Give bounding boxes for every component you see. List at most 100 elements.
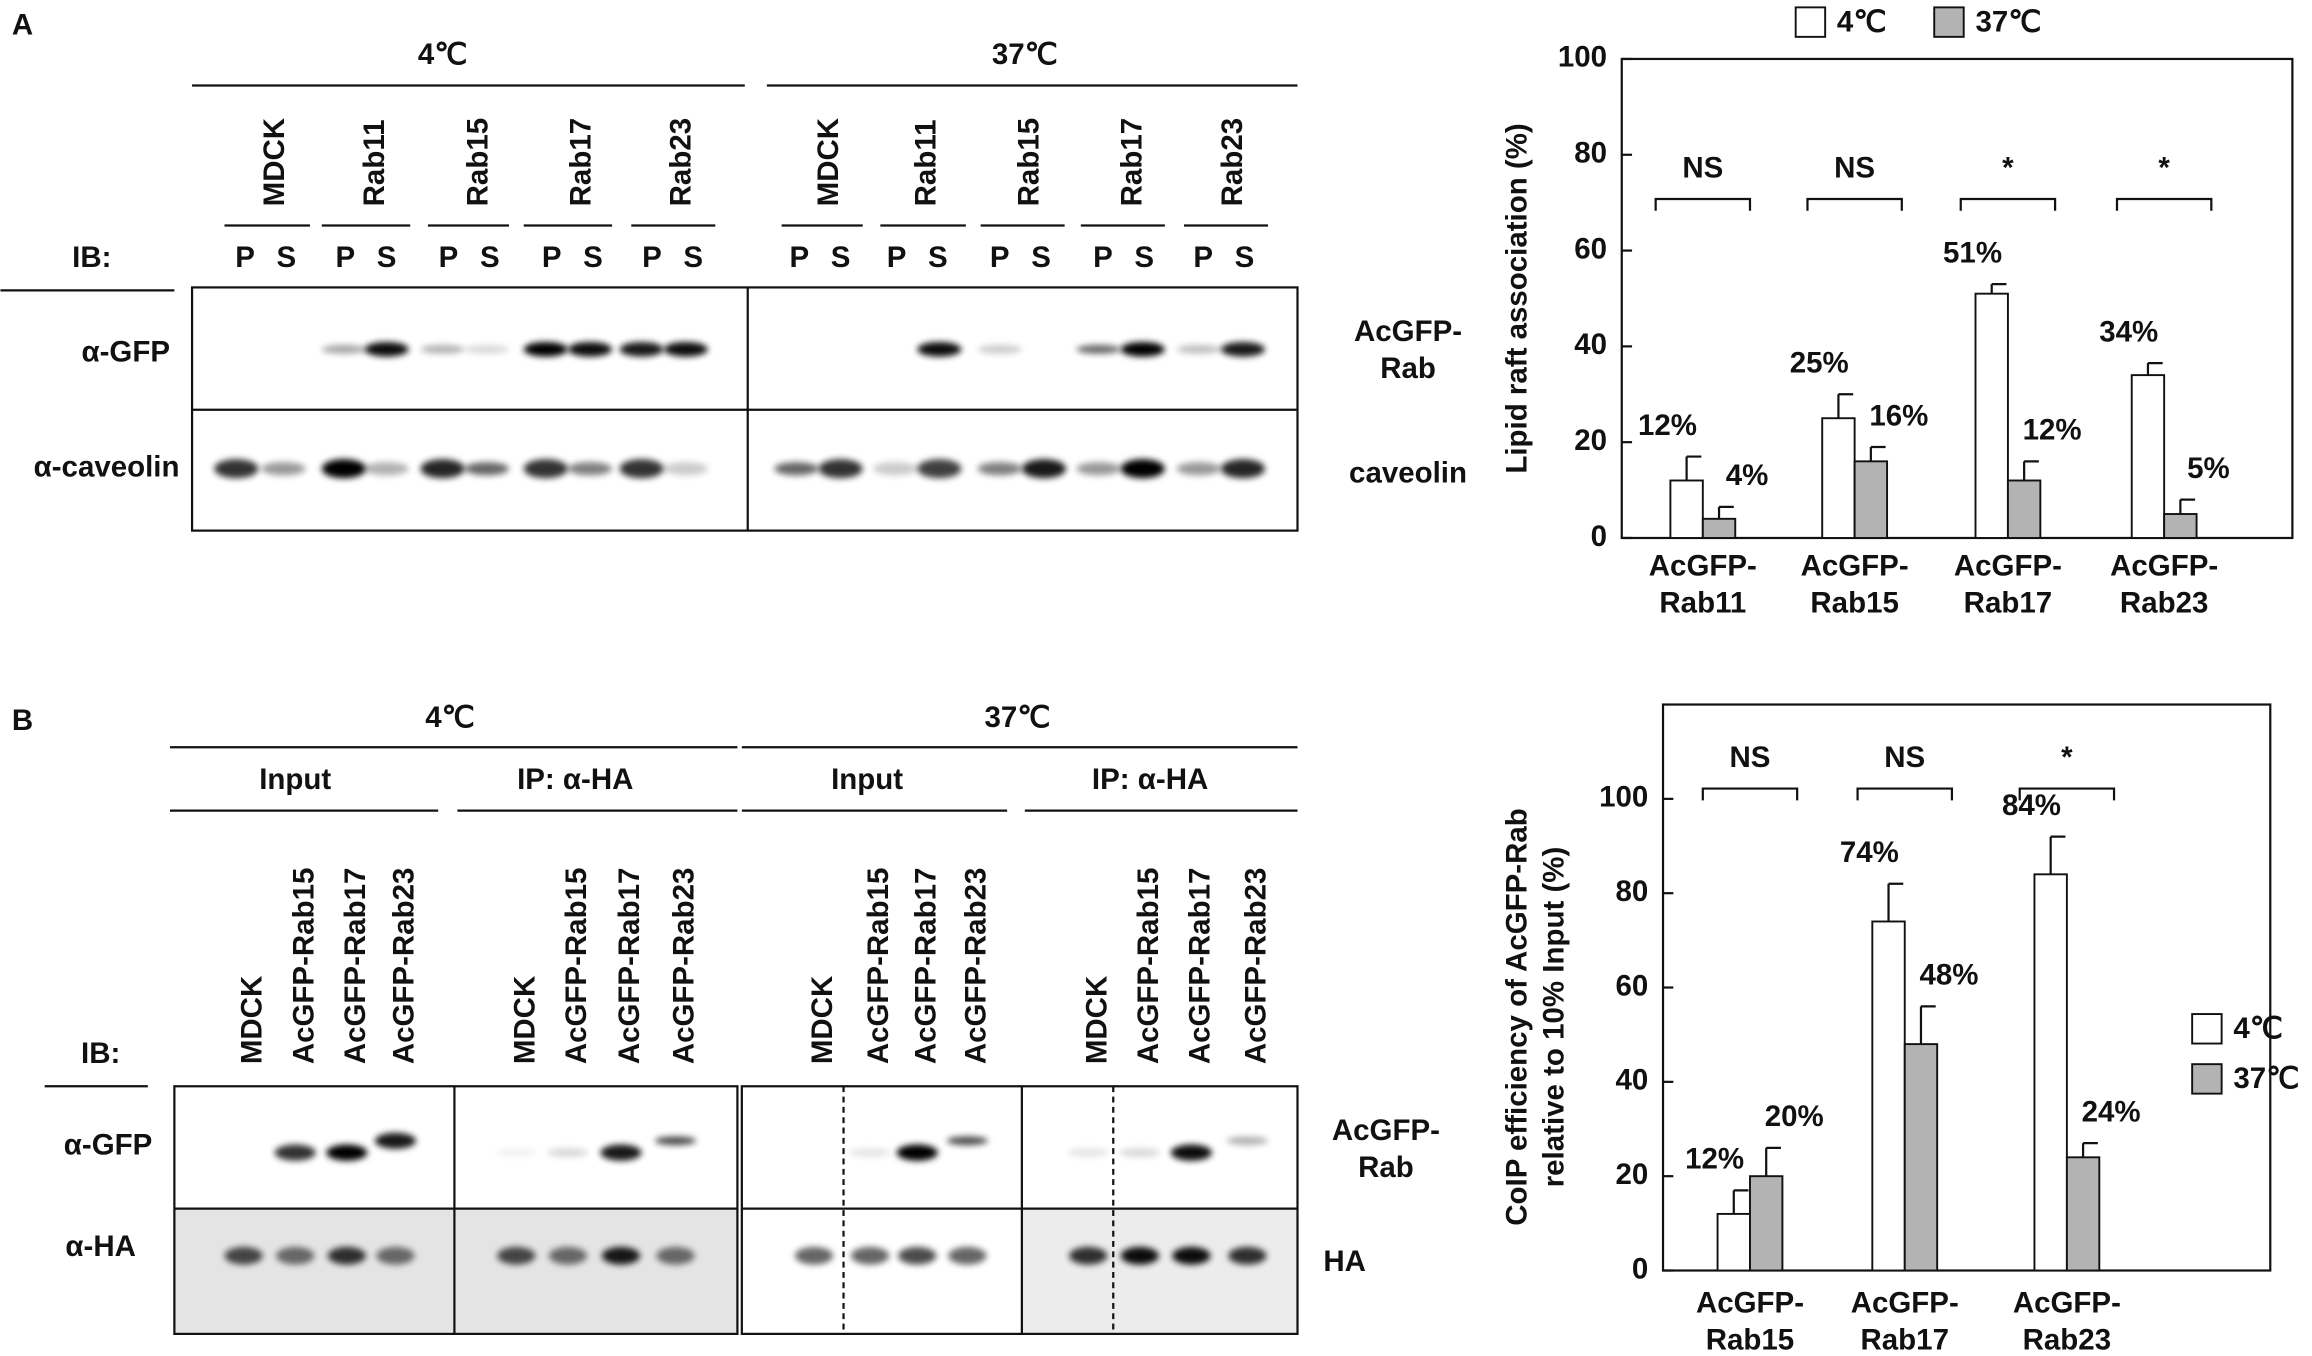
blot-band	[946, 1136, 988, 1146]
value-label: 12%	[1638, 409, 1697, 442]
bar	[1749, 1175, 1784, 1272]
blot-band	[600, 1144, 642, 1161]
x-tick-label: AcGFP-Rab15	[1801, 549, 1909, 619]
label: AcGFP-Rab15	[560, 868, 593, 1065]
label: Rab17	[564, 118, 597, 206]
blot-bg	[1021, 1208, 1298, 1334]
sig-bracket	[2115, 197, 2213, 211]
label: 37℃	[992, 38, 1058, 71]
blot-band	[547, 1148, 589, 1158]
label: B	[12, 704, 33, 737]
sig-label: NS	[1884, 741, 1925, 774]
label: MDCK	[806, 975, 839, 1064]
blot-band	[1226, 1136, 1269, 1146]
label: 37℃	[985, 701, 1051, 734]
blot-band	[1076, 462, 1121, 476]
legend-swatch	[1933, 6, 1965, 38]
y-tick-label: 80	[1574, 137, 1607, 170]
label: S	[1031, 241, 1051, 274]
bar	[1701, 517, 1737, 539]
label: IP: α-HA	[1092, 763, 1208, 796]
label: S	[1235, 241, 1255, 274]
label: S	[277, 241, 297, 274]
blot-band	[1120, 459, 1165, 479]
blot-band	[1076, 344, 1121, 354]
error-bar	[1887, 882, 1904, 922]
blot-band	[977, 344, 1022, 354]
blot-band	[663, 462, 708, 476]
bar	[2065, 1156, 2101, 1272]
blot-band	[321, 459, 366, 479]
blot-band	[376, 1246, 415, 1265]
blot-band	[601, 1246, 641, 1265]
error-bar	[2081, 1142, 2098, 1158]
label: AcGFP-Rab15	[287, 868, 320, 1065]
blot-band	[326, 1144, 368, 1161]
blot-band	[567, 462, 613, 476]
y-axis-label: CoIP efficiency of AcGFP-Rab relative to …	[1500, 808, 1570, 1226]
blot-band	[364, 341, 409, 357]
blot-band	[896, 1144, 938, 1161]
label: AcGFP-Rab	[1332, 1114, 1440, 1184]
x-tick-label: AcGFP-Rab23	[2013, 1286, 2121, 1356]
label: Rab11	[358, 120, 391, 207]
value-label: 5%	[2187, 452, 2230, 485]
label: MDCK	[812, 117, 845, 206]
label: AcGFP-Rab23	[668, 868, 701, 1065]
error-bar	[1837, 393, 1854, 419]
label: IB:	[72, 241, 111, 274]
label: AcGFP-Rab15	[1132, 868, 1165, 1065]
blot-band	[523, 459, 568, 479]
error-bar	[1765, 1146, 1781, 1177]
error-bar	[1990, 282, 2007, 294]
blot-band	[327, 1246, 366, 1265]
blot-band	[567, 341, 613, 357]
error-bar	[2179, 498, 2196, 515]
x-tick-label: AcGFP-Rab23	[2110, 549, 2218, 619]
sig-bracket	[1806, 197, 1903, 211]
legend-swatch	[1794, 6, 1827, 38]
error-bar	[2049, 835, 2066, 875]
label: S	[683, 241, 703, 274]
y-tick-label: 40	[1574, 328, 1607, 361]
label: caveolin	[1349, 456, 1467, 489]
blot-band	[1172, 1246, 1211, 1265]
blot-band	[495, 1148, 537, 1158]
blot-band	[464, 344, 509, 354]
value-label: 74%	[1840, 836, 1899, 869]
y-tick-label: 20	[1616, 1158, 1649, 1191]
sig-label: NS	[1682, 151, 1723, 184]
blot-band	[619, 459, 664, 479]
y-tick-label: 100	[1558, 41, 1607, 74]
blot-frame	[740, 1085, 1299, 1335]
bar	[2163, 513, 2198, 539]
label: P	[336, 241, 356, 274]
label: AcGFP-Rab17	[1183, 868, 1216, 1065]
blot-band	[464, 462, 509, 476]
label: AcGFP-Rab15	[862, 868, 895, 1065]
label: P	[990, 241, 1010, 274]
sig-label: NS	[1834, 151, 1875, 184]
value-label: 12%	[1685, 1143, 1744, 1176]
y-tick-label: 20	[1574, 424, 1607, 457]
value-label: 84%	[2002, 789, 2061, 822]
label: MDCK	[508, 975, 541, 1064]
label: S	[377, 241, 397, 274]
y-tick-label: 100	[1599, 781, 1648, 814]
label: MDCK	[258, 117, 291, 206]
label: P	[1193, 241, 1213, 274]
label: α-GFP	[81, 336, 170, 369]
y-tick-label: 80	[1616, 875, 1649, 908]
value-label: 4%	[1726, 459, 1769, 492]
blot-band	[917, 341, 962, 357]
label: S	[928, 241, 948, 274]
value-label: 25%	[1790, 347, 1849, 380]
blot-band	[1220, 341, 1266, 357]
label: AcGFP-Rab17	[613, 868, 646, 1065]
error-bar	[1869, 445, 1886, 462]
bar	[1669, 479, 1704, 539]
label: HA	[1323, 1245, 1366, 1278]
sig-label: *	[2158, 151, 2170, 184]
label: P	[789, 241, 809, 274]
